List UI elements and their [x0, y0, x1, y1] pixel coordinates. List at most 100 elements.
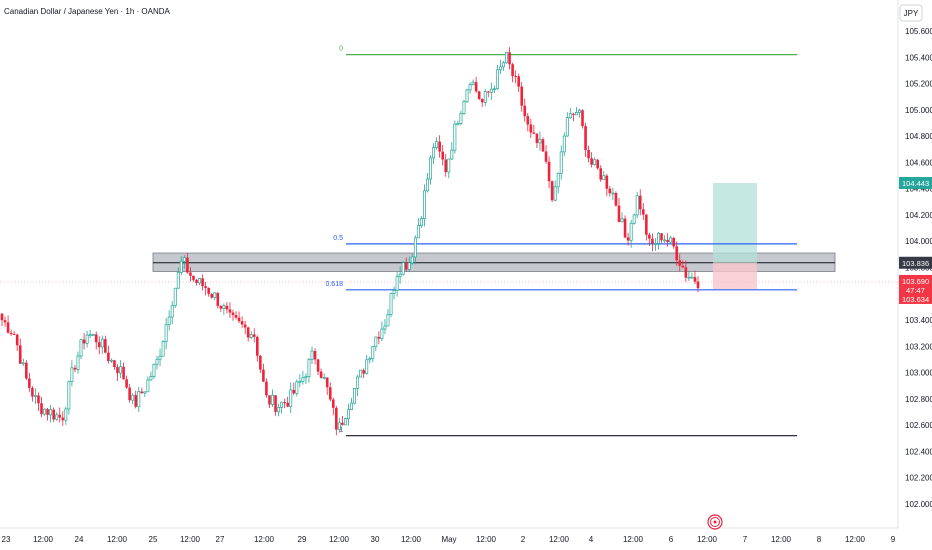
candle-body-down	[292, 389, 296, 394]
candle-body-down	[265, 381, 268, 396]
candle-body-up	[401, 262, 405, 275]
candle-body-up	[374, 336, 378, 347]
candle-body-down	[125, 379, 128, 388]
candle-body-up	[198, 277, 202, 284]
y-tick-label: 102.600	[905, 421, 932, 430]
candle-body-down	[328, 387, 332, 400]
x-tick-label: 12:00	[33, 535, 54, 544]
candle-body-up	[131, 394, 135, 401]
candle-body-down	[283, 402, 286, 404]
chart-title: Canadian Dollar / Japanese Yen · 1h · OA…	[4, 7, 171, 16]
candle-body-up	[690, 276, 694, 279]
candle-body-up	[416, 225, 420, 239]
candle-body-down	[28, 378, 31, 388]
candle-body-up	[158, 355, 162, 360]
x-tick-label: 4	[589, 535, 594, 544]
candle-body-down	[532, 132, 536, 134]
target-price-badge: 104.443	[899, 177, 932, 190]
candle-body-up	[432, 147, 436, 159]
fib-level-label: 0	[339, 46, 343, 53]
candle-body-down	[231, 312, 235, 315]
candle-body-down	[210, 293, 214, 298]
candle-body-down	[477, 91, 481, 100]
candle-body-down	[486, 91, 490, 93]
candle-body-down	[134, 395, 138, 407]
candle-body-down	[517, 76, 520, 87]
candle-body-down	[544, 151, 548, 162]
y-tick-label: 105.600	[905, 27, 932, 36]
position-profit-zone[interactable]	[713, 183, 757, 263]
candle-body-down	[319, 371, 323, 378]
candle-body-up	[602, 175, 606, 180]
candle-body-down	[216, 292, 220, 306]
candle-body-up	[76, 355, 80, 370]
candle-body-up	[182, 257, 186, 262]
candle-body-up	[100, 338, 104, 348]
candle-body-down	[648, 234, 651, 239]
candle-body-up	[176, 271, 180, 289]
candle-body-down	[128, 387, 131, 401]
candle-body-down	[608, 188, 612, 194]
candle-body-down	[140, 391, 144, 394]
candle-body-up	[426, 178, 429, 192]
candle-body-up	[356, 376, 360, 389]
candle-body-up	[386, 314, 390, 327]
candle-body-down	[40, 403, 43, 415]
candle-body-down	[514, 76, 517, 78]
candle-body-down	[599, 168, 603, 180]
candle-body-up	[249, 334, 253, 338]
candle-body-up	[453, 123, 457, 151]
candle-body-up	[383, 325, 387, 330]
candle-body-down	[596, 159, 600, 169]
candle-body-down	[204, 286, 207, 288]
x-tick-label: 12:00	[697, 535, 718, 544]
candle-body-up	[167, 316, 171, 326]
candle-body-up	[505, 51, 508, 64]
candle-body-down	[9, 332, 13, 335]
candle-body-down	[584, 126, 587, 150]
y-tick-label: 102.800	[905, 395, 932, 404]
candle-body-down	[331, 399, 335, 408]
candle-body-up	[301, 377, 305, 382]
candle-body-down	[186, 257, 189, 273]
candle-body-down	[189, 272, 192, 276]
candle-body-down	[325, 377, 329, 388]
candle-body-down	[581, 110, 584, 127]
candle-body-up	[143, 391, 147, 394]
candle-body-up	[304, 376, 308, 379]
candle-body-down	[508, 52, 511, 65]
candle-body-up	[423, 190, 426, 219]
candle-body-down	[73, 367, 77, 370]
x-tick-label: 2	[521, 535, 526, 544]
currency-button[interactable]: JPY	[899, 4, 923, 22]
x-tick-label: 6	[669, 535, 674, 544]
x-tick-label: 12:00	[623, 535, 644, 544]
candle-body-up	[620, 218, 624, 223]
candle-body-up	[653, 243, 657, 245]
support-zone[interactable]	[152, 252, 836, 272]
candle-body-down	[228, 309, 232, 313]
candle-body-down	[52, 409, 55, 420]
candle-body-down	[666, 239, 669, 243]
candle-body-up	[468, 84, 472, 91]
candle-body-up	[146, 379, 150, 393]
candle-body-down	[572, 113, 575, 115]
event-marker-icon[interactable]	[707, 514, 723, 530]
candle-body-down	[526, 116, 530, 125]
candle-body-down	[116, 367, 119, 374]
position-loss-zone[interactable]	[713, 262, 757, 290]
x-tick-label: 29	[298, 535, 307, 544]
candle-body-up	[310, 350, 314, 360]
candle-body-down	[240, 321, 244, 325]
candle-body-up	[337, 422, 341, 430]
x-tick-label: 12:00	[254, 535, 275, 544]
candle-body-down	[660, 233, 663, 241]
candle-body-up	[392, 290, 396, 294]
candle-body-up	[593, 159, 597, 166]
candle-body-up	[67, 381, 71, 410]
candle-body-down	[626, 237, 630, 241]
candle-body-down	[529, 124, 533, 133]
x-tick-label: 12:00	[549, 535, 570, 544]
